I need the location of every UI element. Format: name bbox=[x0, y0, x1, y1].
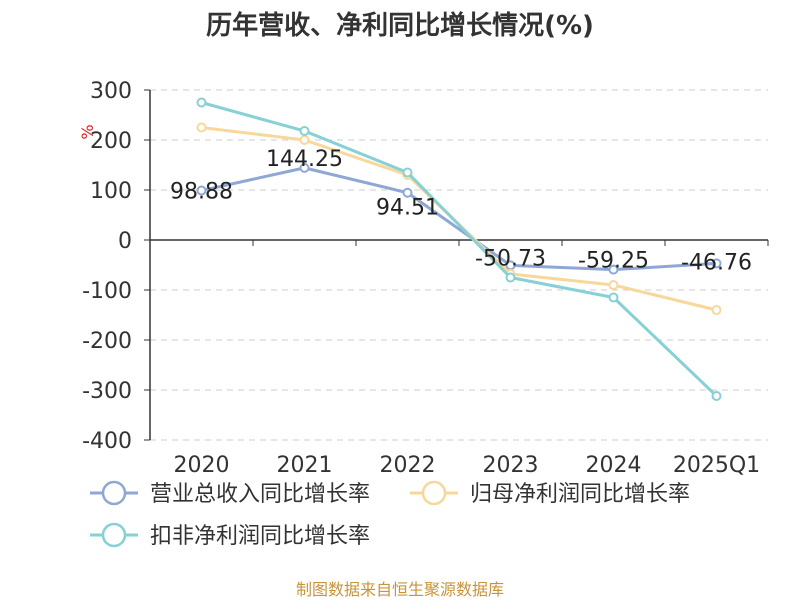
data-label: 94.51 bbox=[376, 196, 439, 221]
data-label: -50.73 bbox=[475, 246, 546, 271]
x-tick-label: 2022 bbox=[380, 453, 436, 478]
data-point bbox=[299, 126, 310, 136]
x-tick-label: 2024 bbox=[586, 453, 642, 478]
x-tick-label: 2023 bbox=[483, 453, 539, 478]
legend-marker bbox=[101, 480, 127, 506]
data-point bbox=[196, 185, 207, 196]
series-line bbox=[201, 166, 717, 272]
x-tick-labels: 2020 2021 2022 2023 2024 2025Q1 bbox=[174, 453, 761, 478]
chart-title: 历年营收、净利同比增长情况(%) bbox=[206, 10, 594, 41]
source-note: 制图数据来自恒生聚源数据库 bbox=[296, 580, 504, 599]
legend-label: 扣非净利润同比增长率 bbox=[150, 524, 370, 549]
legend-label: 营业总收入同比增长率 bbox=[150, 482, 370, 507]
series-lines bbox=[196, 97, 722, 401]
x-tick-label: 2020 bbox=[174, 453, 230, 478]
y-tick-label: 0 bbox=[118, 229, 132, 254]
data-point bbox=[299, 135, 310, 145]
data-point bbox=[196, 97, 207, 108]
legend-marker bbox=[421, 480, 447, 506]
y-axis-unit: % bbox=[78, 124, 97, 139]
legend-label: 归母净利润同比增长率 bbox=[470, 482, 690, 507]
data-point bbox=[608, 280, 619, 290]
y-tick-label: 200 bbox=[90, 129, 132, 154]
data-point bbox=[196, 122, 207, 133]
x-tick-label: 2025Q1 bbox=[673, 453, 760, 478]
data-point bbox=[711, 391, 722, 401]
data-point bbox=[402, 187, 413, 198]
y-tick-label: 300 bbox=[90, 79, 132, 104]
legend-marker bbox=[101, 522, 127, 548]
y-tick-labels: 300 200 100 0 -100 -200 -300 -400 bbox=[82, 79, 132, 454]
data-point bbox=[608, 264, 619, 275]
x-tick-label: 2021 bbox=[277, 453, 333, 478]
data-point bbox=[402, 167, 413, 178]
data-label: -59.25 bbox=[578, 249, 649, 274]
y-tick-label: -100 bbox=[82, 279, 132, 304]
data-point bbox=[299, 162, 310, 173]
y-tick-label: -400 bbox=[82, 429, 132, 454]
y-tick-label: 100 bbox=[90, 179, 132, 204]
series-line bbox=[201, 101, 718, 398]
data-point bbox=[608, 292, 619, 303]
data-label: -46.76 bbox=[681, 250, 752, 275]
data-labels: 98.88 144.25 94.51 -50.73 -59.25 -46.76 bbox=[170, 147, 752, 276]
axes bbox=[144, 89, 769, 441]
y-tick-label: -200 bbox=[82, 329, 132, 354]
data-point bbox=[711, 258, 722, 269]
data-point bbox=[505, 272, 516, 283]
grid-lines bbox=[150, 89, 768, 441]
data-label: 98.88 bbox=[170, 180, 233, 205]
data-label: 144.25 bbox=[266, 147, 343, 172]
data-point bbox=[711, 305, 722, 315]
y-tick-label: -300 bbox=[82, 379, 132, 404]
